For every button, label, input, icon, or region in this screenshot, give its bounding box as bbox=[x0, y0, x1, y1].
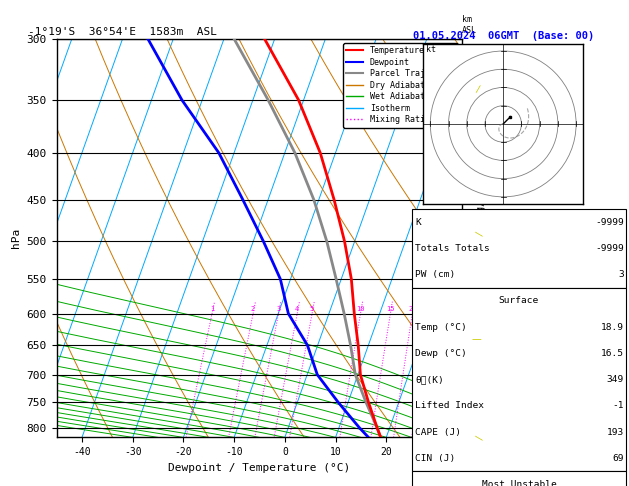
Text: Lifted Index: Lifted Index bbox=[415, 401, 484, 410]
Y-axis label: Mixing Ratio (g/kg): Mixing Ratio (g/kg) bbox=[476, 182, 486, 294]
Text: -1: -1 bbox=[613, 401, 624, 410]
X-axis label: Dewpoint / Temperature (°C): Dewpoint / Temperature (°C) bbox=[169, 463, 350, 473]
Text: km
ASL: km ASL bbox=[462, 16, 477, 35]
Text: 193: 193 bbox=[607, 428, 624, 436]
Y-axis label: hPa: hPa bbox=[11, 228, 21, 248]
Text: Surface: Surface bbox=[499, 296, 539, 305]
Text: 3: 3 bbox=[618, 270, 624, 279]
Text: 25: 25 bbox=[425, 306, 434, 312]
Text: 16.5: 16.5 bbox=[601, 349, 624, 358]
Text: 1: 1 bbox=[210, 306, 214, 312]
Text: —: — bbox=[472, 334, 482, 344]
Text: θᴇ(K): θᴇ(K) bbox=[415, 375, 444, 384]
Text: PW (cm): PW (cm) bbox=[415, 270, 455, 279]
Text: CIN (J): CIN (J) bbox=[415, 454, 455, 463]
Text: K: K bbox=[415, 218, 421, 226]
Text: 01.05.2024  06GMT  (Base: 00): 01.05.2024 06GMT (Base: 00) bbox=[413, 31, 594, 41]
Text: 20: 20 bbox=[408, 306, 416, 312]
Text: 4: 4 bbox=[295, 306, 299, 312]
Text: 18.9: 18.9 bbox=[601, 323, 624, 331]
Text: 15: 15 bbox=[386, 306, 394, 312]
Text: Most Unstable: Most Unstable bbox=[482, 480, 556, 486]
Text: —: — bbox=[472, 431, 485, 444]
Text: 3: 3 bbox=[276, 306, 281, 312]
Legend: Temperature, Dewpoint, Parcel Trajectory, Dry Adiabat, Wet Adiabat, Isotherm, Mi: Temperature, Dewpoint, Parcel Trajectory… bbox=[343, 43, 458, 128]
Text: Temp (°C): Temp (°C) bbox=[415, 323, 467, 331]
Text: CAPE (J): CAPE (J) bbox=[415, 428, 461, 436]
Text: 69: 69 bbox=[613, 454, 624, 463]
Text: LCL: LCL bbox=[470, 423, 488, 433]
Text: -9999: -9999 bbox=[595, 218, 624, 226]
Text: Dewp (°C): Dewp (°C) bbox=[415, 349, 467, 358]
Text: -1°19'S  36°54'E  1583m  ASL: -1°19'S 36°54'E 1583m ASL bbox=[28, 27, 217, 37]
Text: kt: kt bbox=[426, 45, 437, 54]
Text: 10: 10 bbox=[356, 306, 365, 312]
Text: 5: 5 bbox=[310, 306, 314, 312]
Text: —: — bbox=[472, 82, 486, 95]
Text: 2: 2 bbox=[251, 306, 255, 312]
Text: 349: 349 bbox=[607, 375, 624, 384]
Text: Totals Totals: Totals Totals bbox=[415, 244, 490, 253]
Text: -9999: -9999 bbox=[595, 244, 624, 253]
Text: —: — bbox=[472, 226, 485, 240]
